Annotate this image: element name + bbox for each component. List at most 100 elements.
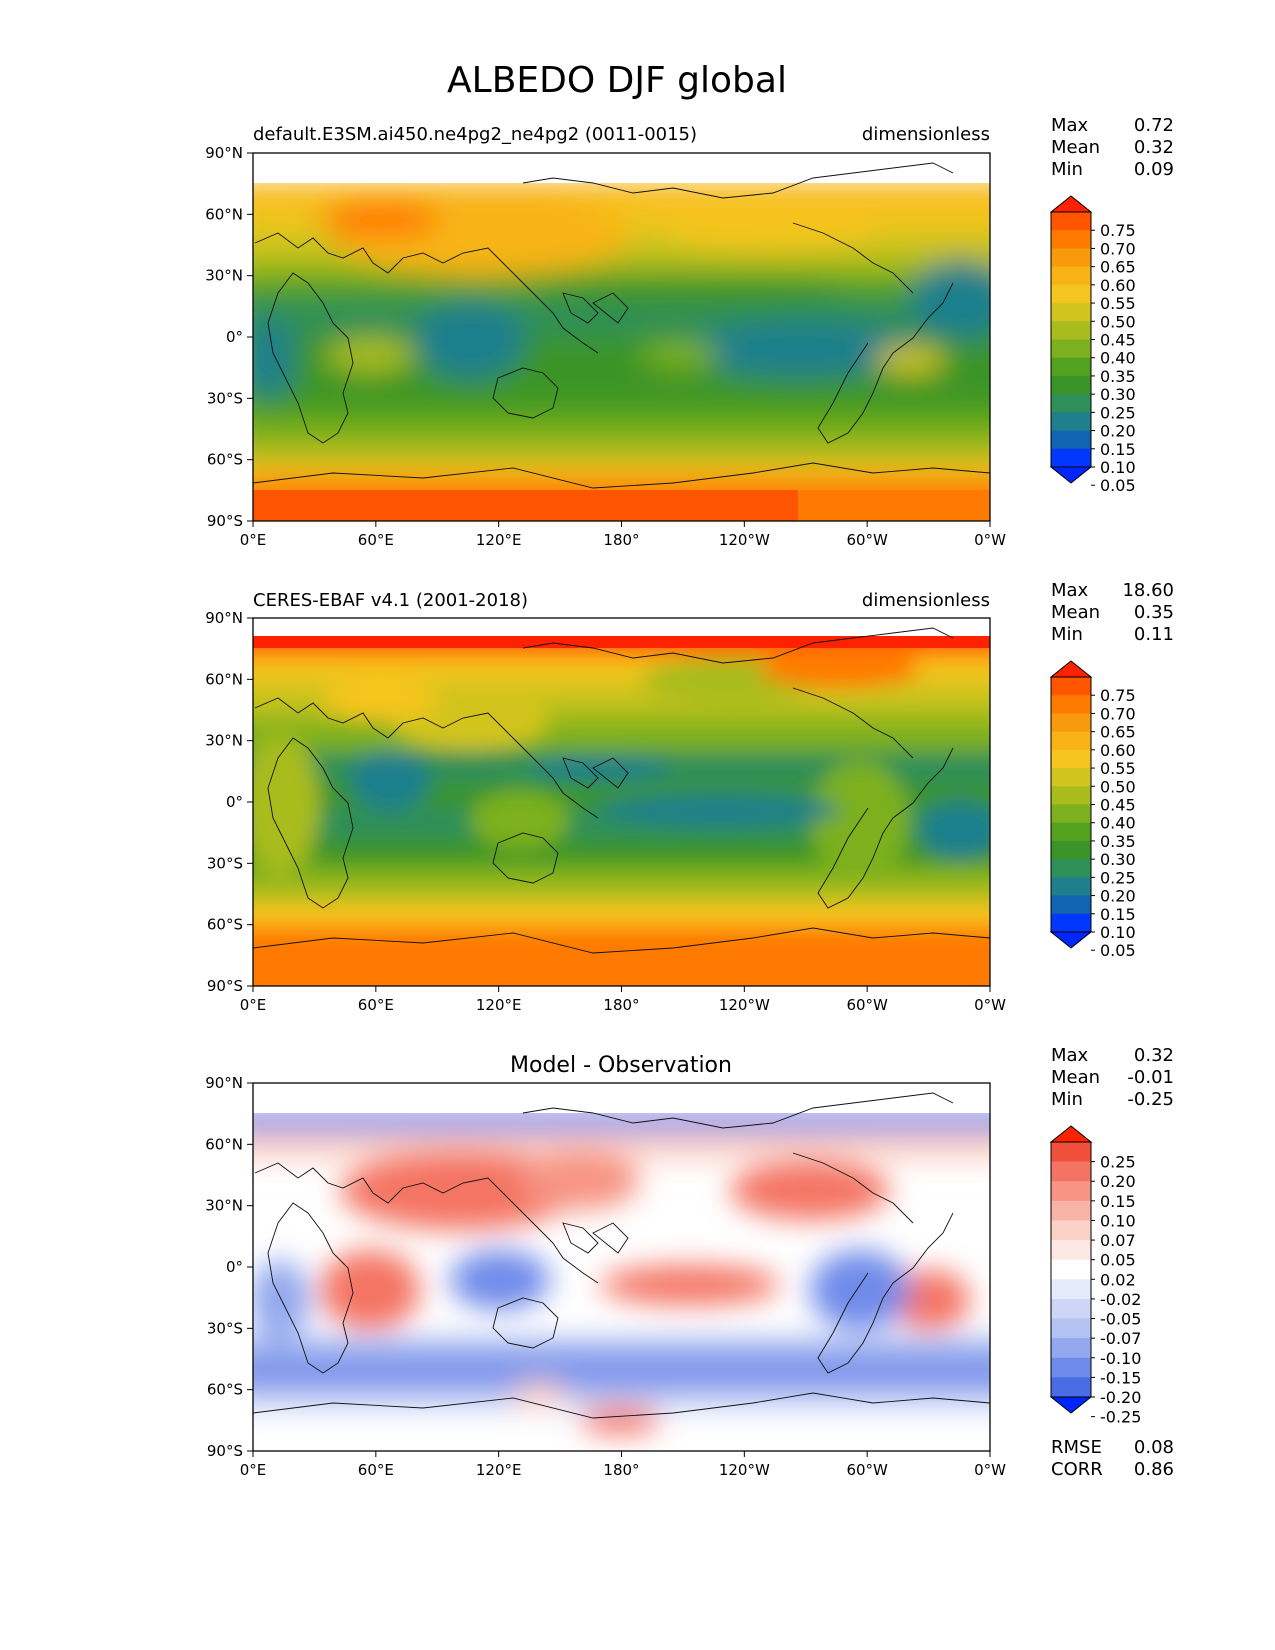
panel-model-subtitle-left: default.E3SM.ai450.ne4pg2_ne4pg2 (0011-0… <box>253 124 697 145</box>
colorbar-label: 0.20 <box>1100 887 1136 906</box>
y-tick-label: 0° <box>226 1258 243 1276</box>
panel-diff-coastlines <box>252 1092 991 1419</box>
coastline <box>817 747 954 909</box>
colorbar-label: 0.35 <box>1100 832 1136 851</box>
x-tick-label: 180° <box>603 531 639 549</box>
y-tick-label: 90°S <box>207 1442 243 1460</box>
colorbar-segment <box>1051 284 1091 304</box>
colorbar-label: -0.20 <box>1100 1388 1141 1407</box>
coastline <box>267 272 354 444</box>
colorbar-segment <box>1051 212 1091 231</box>
colorbar-label: 0.65 <box>1100 723 1136 742</box>
coastline <box>254 697 599 819</box>
panel-model-field <box>253 153 990 521</box>
y-tick-label: 0° <box>226 793 243 811</box>
colorbar-label: 0.70 <box>1100 704 1136 723</box>
coastline <box>592 292 629 324</box>
colorbar-label: 0.07 <box>1100 1231 1136 1250</box>
panel-obs-subtitle-right: dimensionless <box>862 590 990 611</box>
coastline <box>254 1162 599 1284</box>
stat-label: Max <box>1051 1045 1089 1066</box>
colorbar-segment <box>1051 895 1091 915</box>
y-tick-label: 30°N <box>205 1197 243 1215</box>
x-tick-label: 120°E <box>476 531 522 549</box>
x-tick-label: 0°W <box>974 531 1006 549</box>
colorbar-label: 0.40 <box>1100 349 1136 368</box>
y-tick-label: 30°S <box>207 854 243 872</box>
colorbar-segment <box>1051 768 1091 787</box>
x-tick-label: 0°E <box>240 531 267 549</box>
colorbar-segment <box>1051 412 1091 432</box>
colorbar-segment <box>1051 1240 1091 1261</box>
colorbar-label: 0.75 <box>1100 221 1136 240</box>
coastline <box>562 1222 599 1254</box>
stat-value: 0.35 <box>1134 602 1174 623</box>
coastline <box>562 292 599 324</box>
colorbar-segment <box>1051 1161 1091 1182</box>
panel-obs: CERES-EBAF v4.1 (2001-2018) dimensionles… <box>252 590 991 987</box>
panel-diff: Model - Observation <box>252 1053 991 1452</box>
colorbar-label: 0.60 <box>1100 741 1136 760</box>
stat-value: -0.25 <box>1127 1089 1174 1110</box>
extra-stat-value: 0.08 <box>1134 1437 1174 1458</box>
x-tick-label: 120°E <box>476 1461 522 1479</box>
colorbar-label: 0.40 <box>1100 814 1136 833</box>
colorbar-segment <box>1051 448 1091 468</box>
colorbar-label: 0.45 <box>1100 331 1136 350</box>
colorbar-label: 0.70 <box>1100 239 1136 258</box>
y-tick-label: 30°S <box>207 389 243 407</box>
colorbar-segment <box>1051 430 1091 450</box>
colorbar-label: 0.10 <box>1100 458 1136 477</box>
x-tick-label: 120°W <box>719 996 770 1014</box>
colorbar-segment <box>1051 248 1091 268</box>
y-tick-label: 90°S <box>207 512 243 530</box>
panel-diff-field <box>253 1083 990 1451</box>
coastline <box>254 232 599 354</box>
colorbar-segment <box>1051 877 1091 897</box>
x-tick-label: 180° <box>603 996 639 1014</box>
coastline <box>252 1392 991 1419</box>
x-tick-label: 60°E <box>358 1461 394 1479</box>
colorbar-segment <box>1051 394 1091 413</box>
coastline <box>522 162 954 199</box>
colorbar-segment <box>1051 1338 1091 1359</box>
panel-model-subtitle-right: dimensionless <box>862 124 990 145</box>
colorbar-segment <box>1051 1181 1091 1202</box>
colorbar-segment <box>1051 1298 1091 1320</box>
coastline <box>492 1297 559 1349</box>
stat-label: Min <box>1051 624 1083 645</box>
stat-value: 0.11 <box>1134 624 1174 645</box>
axis-ticks: 0°E 60°E 120°E 180° 120°W 60°W 0°W 90°N 60°N 30°N… <box>205 144 1006 1479</box>
colorbar-label: 0.10 <box>1100 1211 1136 1230</box>
x-tick-label: 60°E <box>358 531 394 549</box>
colorbar-segment <box>1051 321 1091 340</box>
panel-model-coastlines <box>252 162 991 489</box>
colorbar-segment <box>1051 1377 1091 1398</box>
colorbar-segment <box>1051 677 1091 696</box>
colorbar-label: 0.05 <box>1100 941 1136 960</box>
y-tick-label: 90°N <box>205 1074 243 1092</box>
panel-model: default.E3SM.ai450.ne4pg2_ne4pg2 (0011-0… <box>252 124 991 522</box>
colorbar-label: 0.02 <box>1100 1270 1136 1289</box>
colorbar-segment <box>1051 339 1091 359</box>
colorbar-segment <box>1051 375 1091 395</box>
colorbar-top-arrow <box>1049 660 1093 678</box>
figure-title: ALBEDO DJF global <box>447 60 787 101</box>
colorbar-segment <box>1051 1279 1091 1300</box>
stat-label: Mean <box>1051 137 1100 158</box>
colorbar-label: -0.10 <box>1100 1349 1141 1368</box>
colorbar-label: 0.20 <box>1100 422 1136 441</box>
y-tick-label: 30°N <box>205 732 243 750</box>
colorbar-label: 0.15 <box>1100 905 1136 924</box>
x-tick-label: 60°W <box>846 996 888 1014</box>
colorbar-label: 0.60 <box>1100 276 1136 295</box>
coastline <box>252 927 991 954</box>
coastline <box>792 687 914 759</box>
x-tick-label: 180° <box>603 1461 639 1479</box>
colorbar-top-arrow <box>1049 195 1093 213</box>
colorbar-segment <box>1051 303 1091 322</box>
colorbar-segment <box>1051 230 1091 249</box>
stat-label: Mean <box>1051 602 1100 623</box>
colorbar-label: 0.05 <box>1100 476 1136 495</box>
